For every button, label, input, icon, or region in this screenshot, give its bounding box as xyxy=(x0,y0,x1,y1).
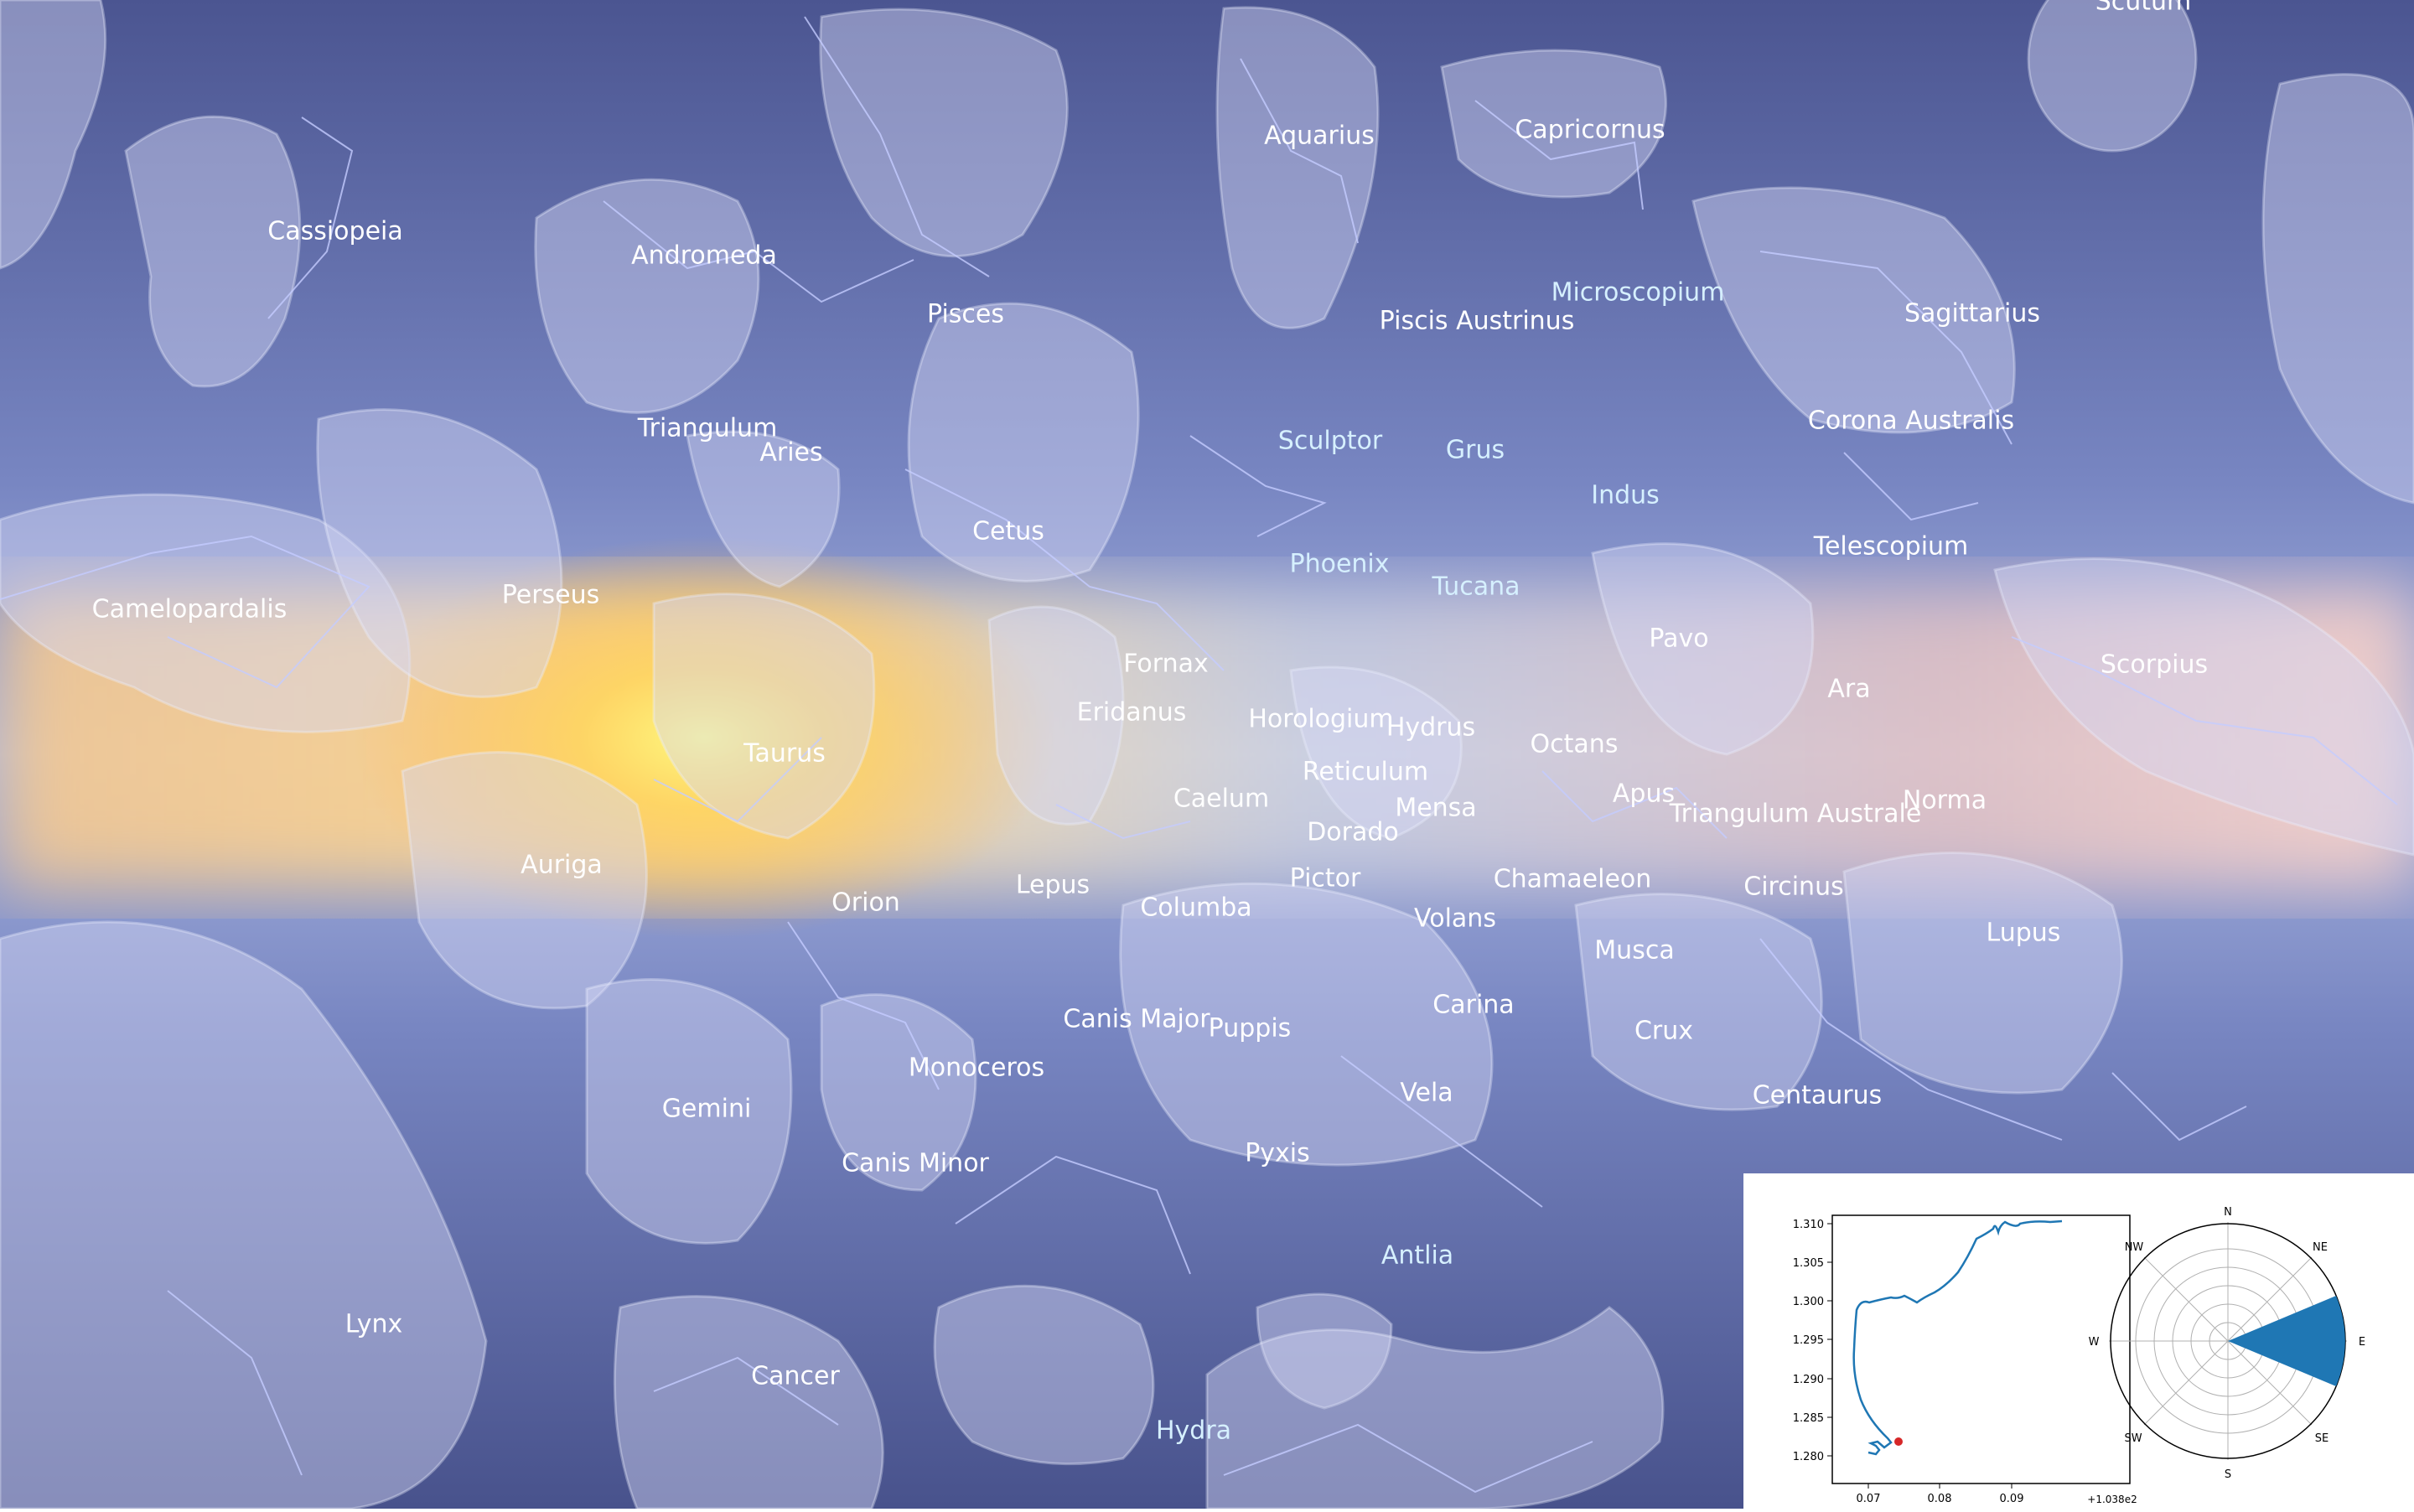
label-triangulum[interactable]: Triangulum xyxy=(637,413,778,443)
compass-label-ne: NE xyxy=(2313,1241,2328,1254)
label-canis-major[interactable]: Canis Major xyxy=(1063,1004,1210,1034)
label-indus[interactable]: Indus xyxy=(1591,480,1660,510)
label-camelopardalis[interactable]: Camelopardalis xyxy=(91,594,288,624)
heading-wedge xyxy=(2228,1296,2345,1386)
y-tick-label: 1.280 xyxy=(1793,1451,1824,1463)
label-ara[interactable]: Ara xyxy=(1827,674,1871,704)
label-fornax[interactable]: Fornax xyxy=(1123,649,1209,679)
label-telescopium[interactable]: Telescopium xyxy=(1813,531,1969,562)
label-octans[interactable]: Octans xyxy=(1530,729,1619,759)
label-lynx[interactable]: Lynx xyxy=(344,1309,403,1339)
y-tick-label: 1.305 xyxy=(1793,1257,1824,1270)
label-grus[interactable]: Grus xyxy=(1445,435,1505,465)
label-capricornus[interactable]: Capricornus xyxy=(1515,115,1665,145)
label-chamaeleon[interactable]: Chamaeleon xyxy=(1493,864,1652,894)
label-mensa[interactable]: Mensa xyxy=(1395,793,1477,823)
label-volans[interactable]: Volans xyxy=(1414,904,1496,934)
label-vela[interactable]: Vela xyxy=(1400,1078,1453,1108)
label-reticulum[interactable]: Reticulum xyxy=(1302,757,1429,787)
label-centaurus[interactable]: Centaurus xyxy=(1752,1080,1883,1111)
label-circinus[interactable]: Circinus xyxy=(1743,872,1844,902)
x-tick-label: 0.07 xyxy=(1857,1493,1881,1505)
inset-figure: 1.310 1.305 1.300 1.295 1.290 1.285 1.28… xyxy=(1793,1206,2366,1505)
label-perseus[interactable]: Perseus xyxy=(501,580,600,610)
label-auriga[interactable]: Auriga xyxy=(521,850,603,880)
label-pyxis[interactable]: Pyxis xyxy=(1245,1138,1310,1168)
y-tick-label: 1.310 xyxy=(1793,1219,1824,1231)
label-apus[interactable]: Apus xyxy=(1612,779,1676,809)
inset-panel: 1.310 1.305 1.300 1.295 1.290 1.285 1.28… xyxy=(1743,1173,2414,1509)
compass-label-se: SE xyxy=(2315,1432,2329,1445)
label-columba[interactable]: Columba xyxy=(1140,893,1252,923)
current-position-marker xyxy=(1894,1437,1903,1446)
x-tick-label: 0.09 xyxy=(2000,1493,2024,1505)
label-antlia[interactable]: Antlia xyxy=(1381,1240,1454,1271)
x-offset-label: +1.038e2 xyxy=(2087,1494,2137,1505)
label-triangulum-australe[interactable]: Triangulum Australe xyxy=(1669,799,1922,829)
y-tick-label: 1.290 xyxy=(1793,1374,1824,1386)
label-sagittarius[interactable]: Sagittarius xyxy=(1904,298,2041,329)
label-monoceros[interactable]: Monoceros xyxy=(908,1053,1045,1083)
label-sculptor[interactable]: Sculptor xyxy=(1277,426,1383,456)
label-andromeda[interactable]: Andromeda xyxy=(631,241,777,271)
label-dorado[interactable]: Dorado xyxy=(1307,817,1399,847)
label-pisces[interactable]: Pisces xyxy=(927,299,1004,329)
label-cancer[interactable]: Cancer xyxy=(751,1361,840,1391)
label-carina[interactable]: Carina xyxy=(1432,990,1515,1020)
label-scutum[interactable]: Scutum xyxy=(2095,0,2192,17)
x-tick-label: 0.08 xyxy=(1928,1493,1952,1505)
y-tick-label: 1.295 xyxy=(1793,1334,1824,1347)
label-phoenix[interactable]: Phoenix xyxy=(1289,549,1390,579)
label-cetus[interactable]: Cetus xyxy=(972,516,1044,546)
compass-label-n: N xyxy=(2224,1206,2232,1219)
track-plot-frame xyxy=(1831,1214,2131,1484)
y-tick-label: 1.300 xyxy=(1793,1296,1824,1308)
label-gemini[interactable]: Gemini xyxy=(661,1094,752,1124)
label-horologium[interactable]: Horologium xyxy=(1248,704,1394,734)
label-hydrus[interactable]: Hydrus xyxy=(1386,712,1476,743)
label-pictor[interactable]: Pictor xyxy=(1289,863,1361,893)
label-microscopium[interactable]: Microscopium xyxy=(1551,277,1725,308)
label-puppis[interactable]: Puppis xyxy=(1208,1013,1292,1043)
label-corona-australis[interactable]: Corona Australis xyxy=(1807,406,2015,436)
label-taurus[interactable]: Taurus xyxy=(743,738,826,769)
label-orion[interactable]: Orion xyxy=(831,888,900,918)
label-pavo[interactable]: Pavo xyxy=(1649,624,1709,654)
label-piscis-austrinus[interactable]: Piscis Austrinus xyxy=(1379,306,1575,336)
sun-glow xyxy=(352,536,1056,939)
label-tucana[interactable]: Tucana xyxy=(1432,572,1520,602)
track-line xyxy=(1852,1219,2063,1456)
label-canis-minor[interactable]: Canis Minor xyxy=(842,1148,989,1178)
compass-label-e: E xyxy=(2359,1336,2365,1349)
y-tick-label: 1.285 xyxy=(1793,1412,1824,1425)
compass-label-nw: NW xyxy=(2125,1241,2144,1254)
compass-label-w: W xyxy=(2089,1336,2100,1349)
label-hydra[interactable]: Hydra xyxy=(1155,1416,1232,1446)
label-scorpius[interactable]: Scorpius xyxy=(2100,650,2209,680)
label-crux[interactable]: Crux xyxy=(1634,1016,1694,1046)
label-lupus[interactable]: Lupus xyxy=(1986,918,2061,948)
label-norma[interactable]: Norma xyxy=(1902,785,1987,816)
compass-rose: N NE E SE S SW W NW xyxy=(2089,1206,2366,1481)
label-musca[interactable]: Musca xyxy=(1594,935,1675,966)
label-eridanus[interactable]: Eridanus xyxy=(1076,697,1187,728)
label-aries[interactable]: Aries xyxy=(759,438,823,468)
compass-label-s: S xyxy=(2225,1468,2231,1481)
label-cassiopeia[interactable]: Cassiopeia xyxy=(267,216,403,246)
label-aquarius[interactable]: Aquarius xyxy=(1264,121,1375,151)
compass-label-sw: SW xyxy=(2124,1432,2142,1445)
label-lepus[interactable]: Lepus xyxy=(1015,870,1090,900)
track-plot: 1.310 1.305 1.300 1.295 1.290 1.285 1.28… xyxy=(1793,1214,2137,1505)
compass-outline xyxy=(2110,1223,2346,1459)
label-caelum[interactable]: Caelum xyxy=(1173,784,1270,814)
